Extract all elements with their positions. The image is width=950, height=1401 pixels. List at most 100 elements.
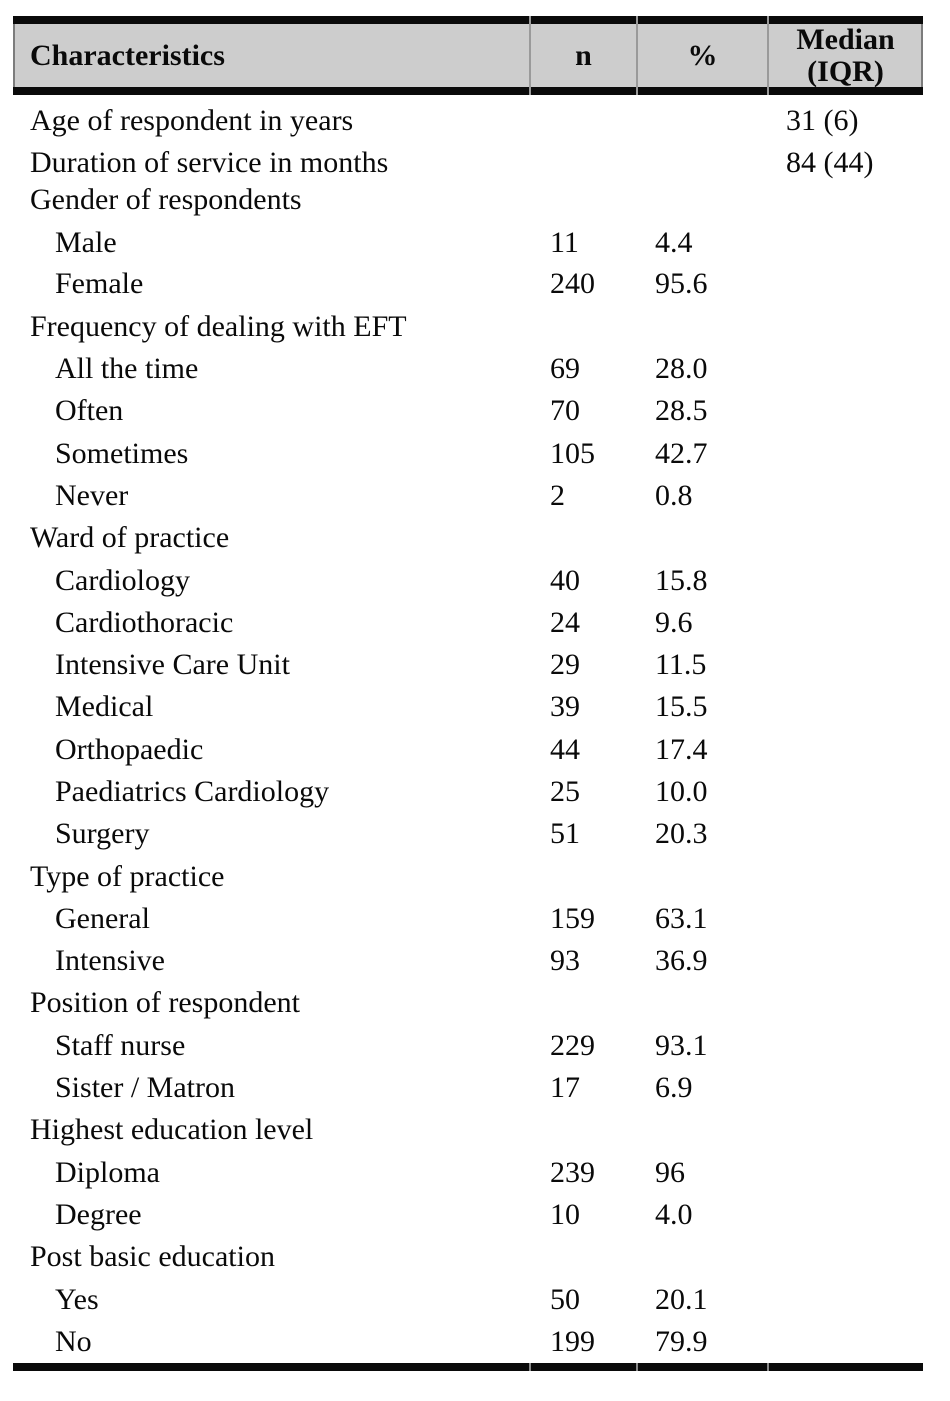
column-header-n-label: n: [575, 38, 592, 72]
row-n-cell: 24: [530, 606, 637, 640]
row-pct-value: 11.5: [655, 648, 707, 682]
row-label: Gender of respondents: [30, 182, 302, 216]
column-header-median-iqr-label: Median (IQR): [796, 22, 895, 88]
table-row: Degree 10 4.0: [13, 1194, 923, 1236]
row-percent-cell: 15.8: [637, 564, 768, 598]
table-row: Cardiology 40 15.8: [13, 559, 923, 601]
row-n-cell: 69: [530, 352, 637, 386]
row-n-value: 2: [550, 478, 565, 512]
row-n-value: 40: [550, 563, 580, 597]
median-line1: Median: [796, 22, 895, 56]
column-header-median-iqr: Median (IQR): [768, 22, 923, 88]
row-label: Degree: [55, 1197, 142, 1231]
row-n-value: 51: [550, 817, 580, 851]
row-pct-value: 6.9: [655, 1071, 693, 1105]
row-label: Diploma: [55, 1155, 160, 1189]
table-row: Position of respondent: [13, 982, 923, 1024]
row-pct-value: 17.4: [655, 732, 708, 766]
row-n-cell: 51: [530, 817, 637, 851]
row-characteristic-cell: Intensive Care Unit: [13, 648, 530, 682]
header-column-divider: [767, 16, 769, 95]
table-row: Intensive 93 36.9: [13, 940, 923, 982]
row-label: All the time: [55, 352, 199, 386]
row-characteristic-cell: Highest education level: [13, 1113, 530, 1147]
row-label: Surgery: [55, 817, 150, 851]
header-right-edge: [921, 24, 923, 87]
row-characteristic-cell: Cardiology: [13, 564, 530, 598]
row-characteristic-cell: Never: [13, 479, 530, 513]
row-n-value: 10: [550, 1197, 580, 1231]
row-characteristic-cell: Orthopaedic: [13, 733, 530, 767]
row-label: Sister / Matron: [55, 1071, 235, 1105]
row-n-cell: 159: [530, 902, 637, 936]
row-n-cell: 50: [530, 1283, 637, 1317]
table-row: Staff nurse 229 93.1: [13, 1025, 923, 1067]
row-n-cell: 10: [530, 1198, 637, 1232]
row-percent-cell: 63.1: [637, 902, 768, 936]
row-characteristic-cell: Medical: [13, 690, 530, 724]
row-n-value: 25: [550, 775, 580, 808]
header-column-divider: [529, 16, 531, 95]
row-n-value: 50: [550, 1282, 580, 1316]
table-header-row: Characteristics n % Median (IQR): [13, 16, 923, 95]
row-label: Age of respondent in years: [30, 104, 354, 137]
table-row: Orthopaedic 44 17.4: [13, 729, 923, 771]
row-pct-value: 36.9: [655, 944, 708, 978]
row-percent-cell: 4.0: [637, 1198, 768, 1232]
row-n-value: 29: [550, 648, 580, 682]
column-header-percent-label: %: [687, 38, 718, 72]
table-row: Intensive Care Unit 29 11.5: [13, 644, 923, 686]
row-percent-cell: 28.5: [637, 394, 768, 428]
table-row: Yes 50 20.1: [13, 1278, 923, 1320]
row-label: Highest education level: [30, 1113, 314, 1147]
row-label: Position of respondent: [30, 986, 300, 1020]
table-row: Never 2 0.8: [13, 475, 923, 517]
row-n-cell: 44: [530, 733, 637, 767]
table-row: Medical 39 15.5: [13, 686, 923, 728]
row-label: No: [55, 1324, 92, 1358]
row-percent-cell: 15.5: [637, 690, 768, 724]
row-n-cell: 17: [530, 1071, 637, 1105]
row-characteristic-cell: Staff nurse: [13, 1029, 530, 1063]
table-row: Often 70 28.5: [13, 390, 923, 432]
row-n-cell: 229: [530, 1029, 637, 1063]
table-row: Male 11 4.4: [13, 215, 923, 263]
row-label: Medical: [55, 690, 154, 724]
row-n-value: 11: [550, 226, 579, 260]
row-pct-value: 10.0: [655, 775, 708, 808]
row-label: Intensive Care Unit: [55, 648, 290, 682]
row-n-cell: 239: [530, 1156, 637, 1190]
row-median-value: 84 (44): [786, 146, 874, 180]
table-row: General 159 63.1: [13, 898, 923, 940]
row-n-value: 240: [550, 267, 595, 301]
row-label: Duration of service in months: [30, 146, 389, 180]
row-label: Often: [55, 394, 124, 428]
row-pct-value: 0.8: [655, 478, 693, 512]
table-row: Cardiothoracic 24 9.6: [13, 602, 923, 644]
characteristics-table: Characteristics n % Median (IQR): [13, 16, 923, 1372]
row-n-value: 44: [550, 732, 580, 766]
row-characteristic-cell: Sometimes: [13, 437, 530, 471]
row-pct-value: 15.8: [655, 563, 708, 597]
column-header-percent: %: [637, 24, 768, 87]
row-characteristic-cell: Frequency of dealing with EFT: [13, 310, 530, 344]
row-percent-cell: 20.3: [637, 817, 768, 851]
row-characteristic-cell: Yes: [13, 1283, 530, 1317]
row-n-cell: 93: [530, 944, 637, 978]
column-header-characteristics-label: Characteristics: [30, 38, 225, 72]
row-pct-value: 93.1: [655, 1028, 708, 1062]
row-percent-cell: 11.5: [637, 648, 768, 682]
row-pct-value: 9.6: [655, 605, 693, 639]
row-n-cell: 70: [530, 394, 637, 428]
row-label: Cardiothoracic: [55, 605, 234, 639]
row-median-value: 31 (6): [786, 104, 859, 137]
table-row: Age of respondent in years 31 (6): [13, 95, 923, 142]
border-notch: [636, 1363, 638, 1372]
row-n-value: 24: [550, 605, 580, 639]
row-characteristic-cell: Female: [13, 267, 530, 301]
row-label: Female: [55, 267, 144, 301]
table-row: Sometimes 105 42.7: [13, 432, 923, 474]
row-label: Ward of practice: [30, 521, 230, 555]
row-characteristic-cell: All the time: [13, 352, 530, 386]
header-column-divider: [636, 16, 638, 95]
